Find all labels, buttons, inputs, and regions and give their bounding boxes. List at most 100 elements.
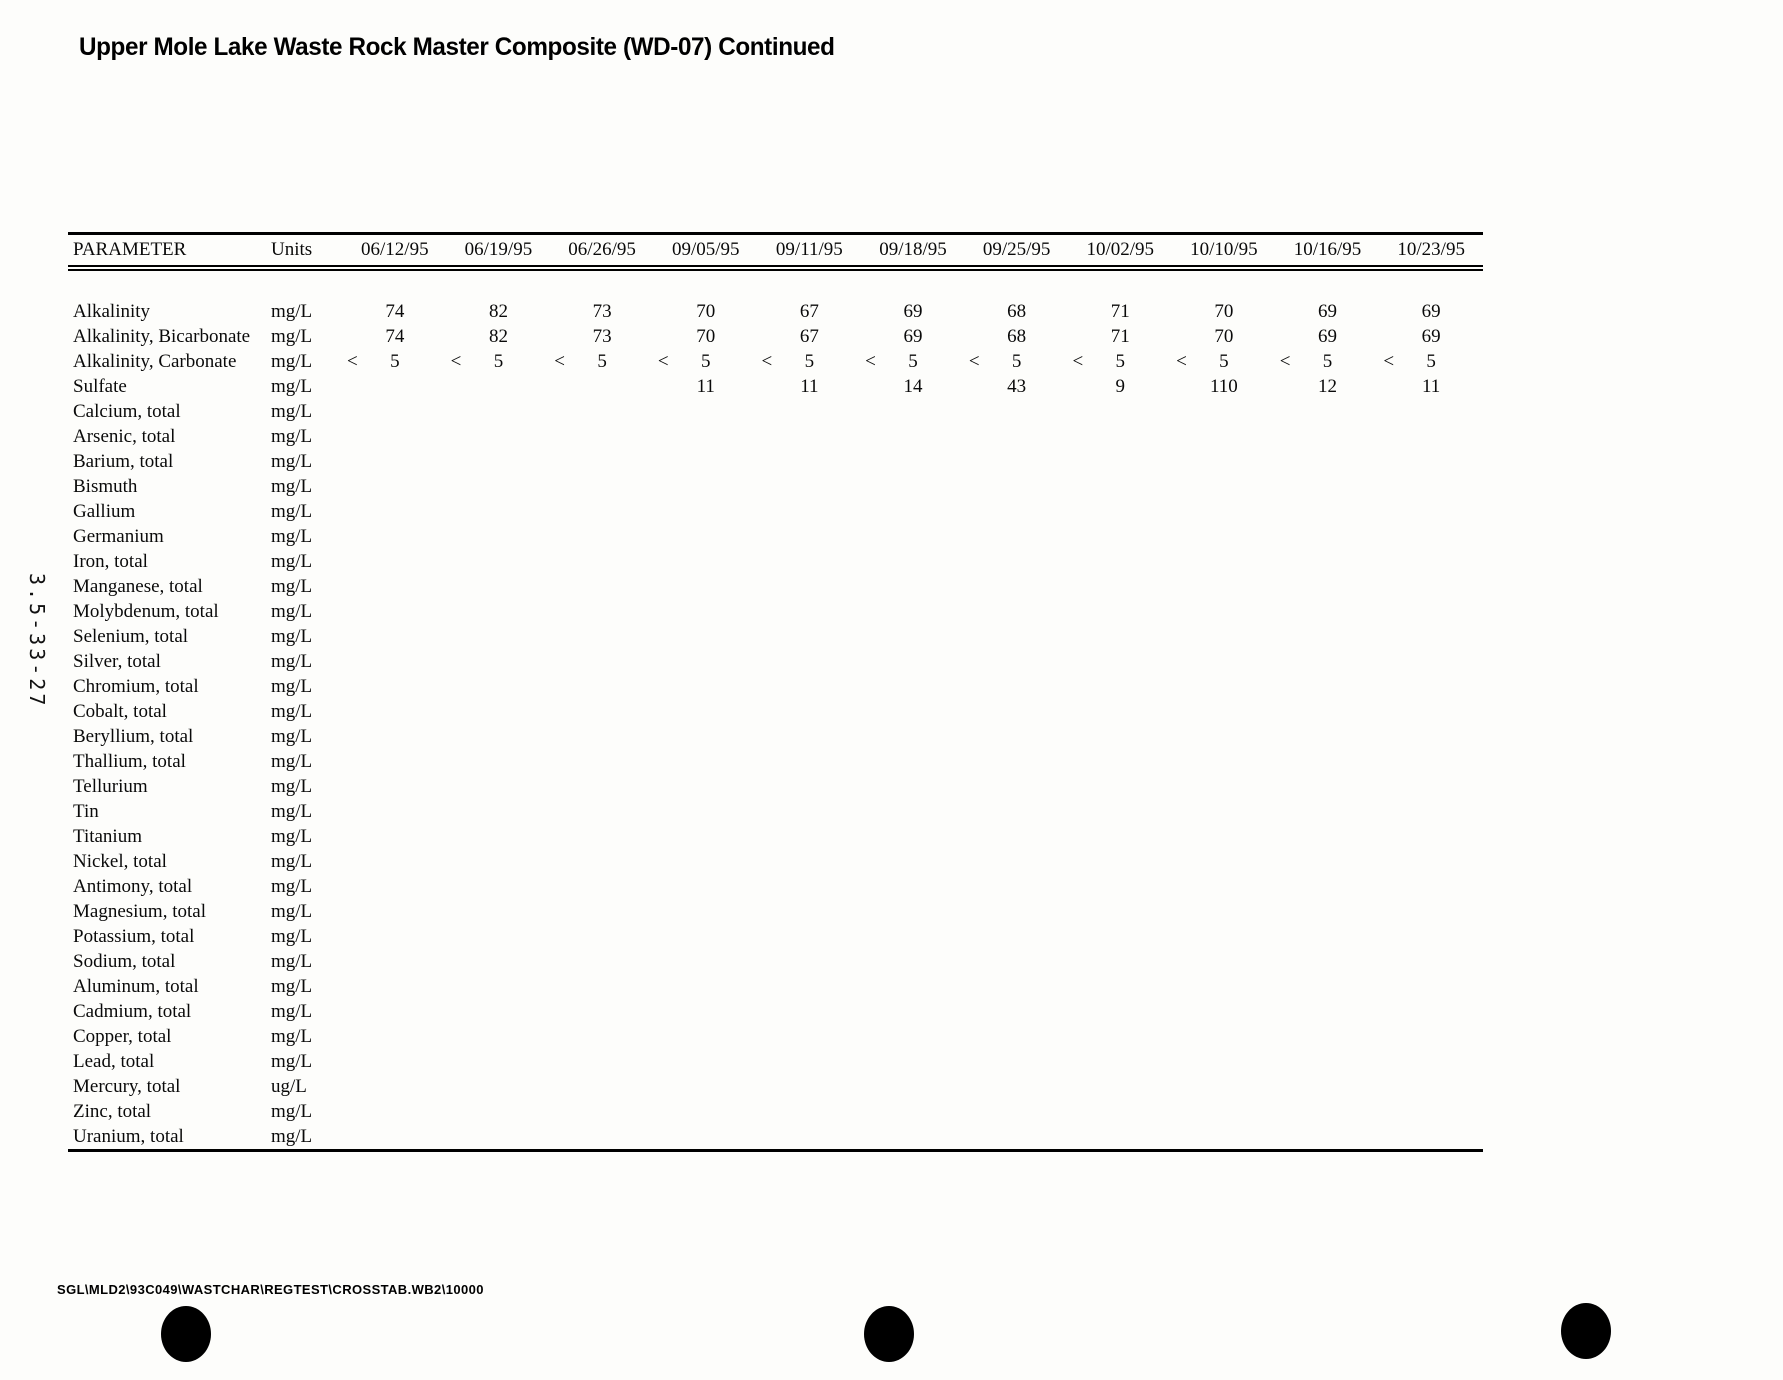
parameter-name: Beryllium, total [73,726,194,747]
value-cell: 43 [1007,376,1027,397]
value-cell [1379,449,1483,474]
value-cell [1276,599,1380,624]
parameter-units: mg/L [271,426,313,447]
parameter-name: Bismuth [73,476,138,497]
value-cell [550,999,654,1024]
value-cell [758,999,862,1024]
value-cell [654,1049,758,1074]
file-path-footer: SGL\MLD2\93C049\WASTCHAR\REGTEST\CROSSTA… [57,1282,484,1297]
parameter-units: mg/L [271,751,313,772]
value-cell [758,1124,862,1149]
value-cell [1172,1099,1276,1124]
value-cell [965,999,1069,1024]
value-cell [1276,499,1380,524]
value-cell [1068,424,1172,449]
value-cell [758,449,862,474]
value-cell [654,1024,758,1049]
value-cell [1379,424,1483,449]
value-cell [1276,899,1380,924]
value-cell [343,824,447,849]
value-cell: 71 [1110,301,1130,322]
value-cell: 70 [1214,301,1234,322]
value-cell [965,949,1069,974]
value-cell [1276,474,1380,499]
value-cell [1379,624,1483,649]
value-cell [447,849,551,874]
value-cell [550,399,654,424]
value-cell [1276,1124,1380,1149]
value-cell [965,1124,1069,1149]
value-cell: 68 [1007,326,1027,347]
value-cell [1276,624,1380,649]
column-header-date: 09/25/95 [982,239,1051,260]
parameter-units: mg/L [271,726,313,747]
table-row: Beryllium, total mg/L [68,724,1483,749]
value-cell [343,1124,447,1149]
value-cell [654,799,758,824]
value-cell [965,924,1069,949]
value-cell [550,724,654,749]
column-header-units: Units [271,239,313,260]
value-cell [1379,999,1483,1024]
value-cell [550,1099,654,1124]
value-cell [1379,924,1483,949]
side-reference-number: 3.5-33-27 [25,573,49,709]
value-cell [550,699,654,724]
value-cell [1379,899,1483,924]
table-row: Uranium, total mg/L [68,1124,1483,1149]
value-cell [965,574,1069,599]
value-cell [654,424,758,449]
value-cell [965,649,1069,674]
value-cell [1068,899,1172,924]
value-cell [1068,624,1172,649]
value-cell [447,599,551,624]
parameter-units: mg/L [271,651,313,672]
value-cell [1068,774,1172,799]
value-cell [1172,974,1276,999]
value-cell [965,1024,1069,1049]
less-than-qualifier: < [450,351,462,372]
value-cell [447,1074,551,1099]
value-cell [550,799,654,824]
value-cell [965,699,1069,724]
value-cell [1068,874,1172,899]
value-cell [550,649,654,674]
value-cell [343,1049,447,1074]
parameter-name: Uranium, total [73,1126,184,1147]
parameter-units: mg/L [271,801,313,822]
value-cell [1276,799,1380,824]
value-cell [550,549,654,574]
value-cell [550,849,654,874]
value-cell [758,849,862,874]
value-cell [965,449,1069,474]
value-cell [1068,1099,1172,1124]
value-cell [861,674,965,699]
value-cell [1379,949,1483,974]
value-cell [965,549,1069,574]
value-cell [550,1074,654,1099]
value-cell [1379,824,1483,849]
value-cell [1172,624,1276,649]
value-cell: 110 [1210,376,1238,397]
value-cell [654,1074,758,1099]
value-cell [758,649,862,674]
value-cell: 69 [1421,326,1441,347]
page-title: Upper Mole Lake Waste Rock Master Compos… [79,33,835,61]
value-cell: 69 [903,301,923,322]
table-row: Magnesium, total mg/L [68,899,1483,924]
value-cell [654,524,758,549]
parameter-name: Germanium [73,526,164,547]
value-cell [861,949,965,974]
value-cell [1379,649,1483,674]
table-row: Lead, total mg/L [68,1049,1483,1074]
less-than-qualifier: < [968,351,980,372]
hole-punch-dot [1561,1303,1611,1359]
value-cell [965,424,1069,449]
value-cell [861,399,965,424]
parameter-units: mg/L [271,676,313,697]
value-cell [1276,424,1380,449]
value-cell [1068,474,1172,499]
value-cell [1068,649,1172,674]
parameter-units: mg/L [271,451,313,472]
value-cell: <5 [965,349,1069,374]
